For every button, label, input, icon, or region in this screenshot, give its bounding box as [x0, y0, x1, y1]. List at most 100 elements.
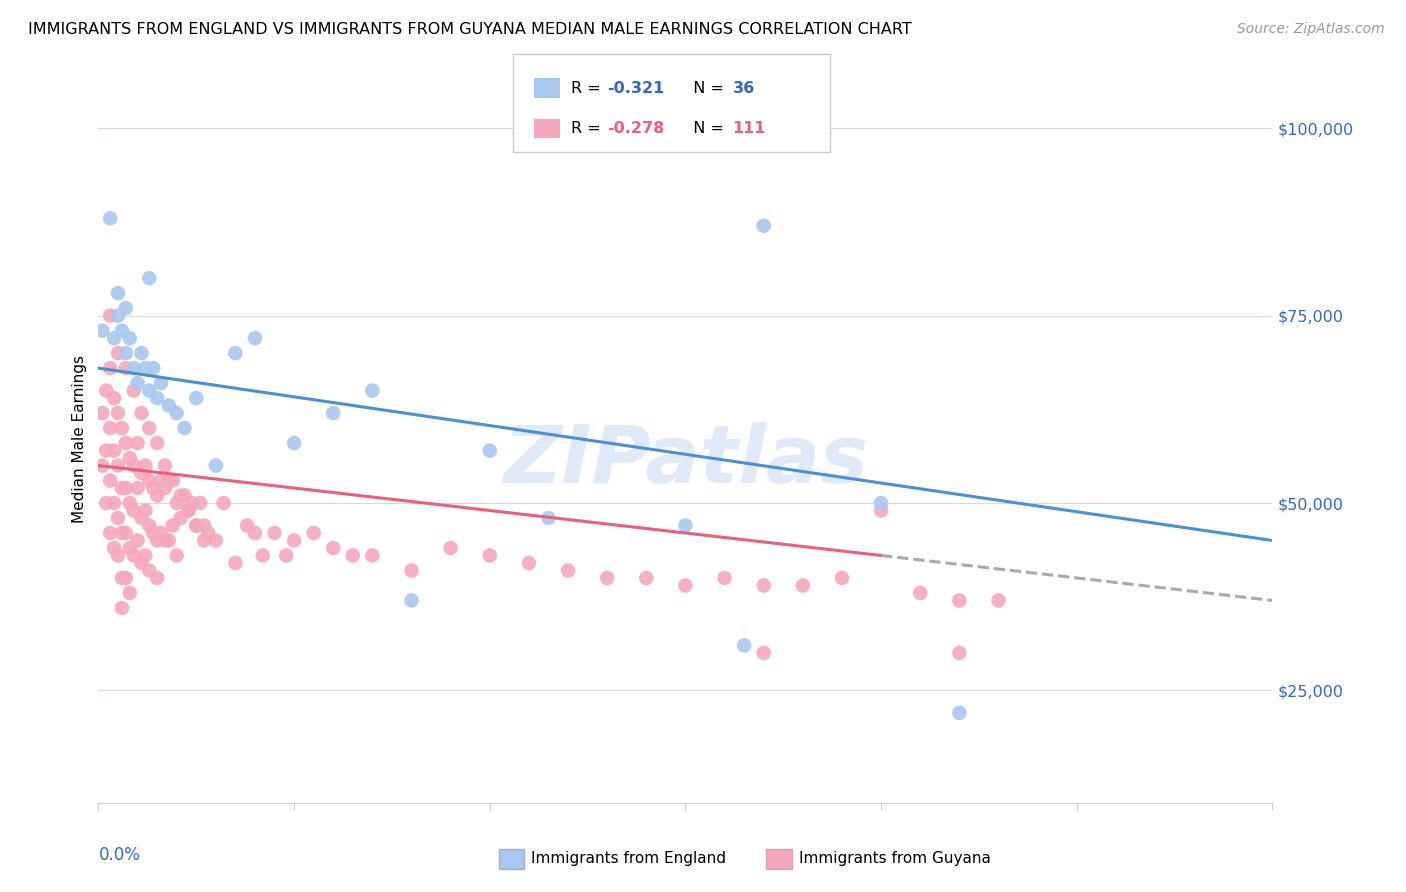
Point	[636, 571, 658, 585]
Point	[166, 406, 188, 420]
Point	[150, 376, 173, 390]
Point	[752, 578, 775, 592]
Point	[302, 526, 325, 541]
Point	[162, 518, 184, 533]
Point	[91, 406, 114, 420]
Point	[478, 549, 501, 563]
Point	[212, 496, 235, 510]
Point	[948, 646, 970, 660]
Point	[111, 421, 134, 435]
Point	[98, 526, 121, 541]
Point	[103, 496, 125, 510]
Point	[557, 564, 579, 578]
Point	[361, 384, 384, 398]
Point	[401, 593, 423, 607]
Text: Immigrants from England: Immigrants from England	[531, 851, 727, 865]
Point	[131, 466, 153, 480]
Text: 0.0%: 0.0%	[98, 847, 141, 864]
Point	[752, 219, 775, 233]
Point	[107, 309, 129, 323]
Point	[263, 526, 285, 541]
Point	[114, 361, 136, 376]
Point	[177, 503, 200, 517]
Point	[127, 436, 149, 450]
Point	[205, 458, 228, 473]
Point	[103, 541, 125, 555]
Y-axis label: Median Male Earnings: Median Male Earnings	[72, 355, 87, 524]
Point	[169, 489, 191, 503]
Point	[478, 443, 501, 458]
Point	[276, 549, 298, 563]
Point	[138, 564, 160, 578]
Point	[166, 496, 188, 510]
Point	[283, 436, 305, 450]
Point	[752, 646, 775, 660]
Point	[107, 458, 129, 473]
Point	[134, 361, 156, 376]
Point	[224, 556, 246, 570]
Point	[114, 436, 136, 450]
Point	[98, 421, 121, 435]
Point	[831, 571, 853, 585]
Point	[186, 518, 208, 533]
Point	[138, 474, 160, 488]
Point	[134, 549, 156, 563]
Point	[322, 406, 344, 420]
Point	[197, 526, 219, 541]
Point	[142, 526, 165, 541]
Point	[107, 286, 129, 301]
Point	[114, 526, 136, 541]
Point	[188, 496, 211, 510]
Text: -0.321: -0.321	[607, 81, 665, 95]
Point	[870, 503, 893, 517]
Point	[111, 481, 134, 495]
Point	[114, 571, 136, 585]
Point	[181, 496, 204, 510]
Text: R =: R =	[571, 121, 606, 136]
Point	[675, 518, 697, 533]
Point	[138, 271, 160, 285]
Point	[361, 549, 384, 563]
Point	[91, 324, 114, 338]
Point	[186, 391, 208, 405]
Point	[146, 391, 169, 405]
Point	[131, 406, 153, 420]
Point	[150, 474, 173, 488]
Point	[948, 706, 970, 720]
Point	[150, 526, 173, 541]
Point	[792, 578, 814, 592]
Point	[146, 533, 169, 548]
Point	[114, 346, 136, 360]
Point	[114, 481, 136, 495]
Text: 111: 111	[733, 121, 766, 136]
Point	[118, 451, 141, 466]
Point	[342, 549, 364, 563]
Point	[252, 549, 274, 563]
Point	[177, 503, 200, 517]
Point	[107, 511, 129, 525]
Point	[127, 481, 149, 495]
Point	[111, 571, 134, 585]
Point	[111, 526, 134, 541]
Point	[96, 443, 118, 458]
Point	[157, 474, 180, 488]
Point	[103, 443, 125, 458]
Point	[118, 541, 141, 555]
Point	[138, 384, 160, 398]
Point	[98, 211, 121, 226]
Point	[138, 518, 160, 533]
Point	[98, 309, 121, 323]
Point	[401, 564, 423, 578]
Text: ZIPatlas: ZIPatlas	[503, 422, 868, 500]
Point	[193, 533, 215, 548]
Point	[173, 421, 195, 435]
Point	[224, 346, 246, 360]
Text: Source: ZipAtlas.com: Source: ZipAtlas.com	[1237, 22, 1385, 37]
Point	[107, 549, 129, 563]
Point	[142, 481, 165, 495]
Point	[146, 571, 169, 585]
Point	[283, 533, 305, 548]
Text: R =: R =	[571, 81, 606, 95]
Point	[713, 571, 735, 585]
Point	[134, 503, 156, 517]
